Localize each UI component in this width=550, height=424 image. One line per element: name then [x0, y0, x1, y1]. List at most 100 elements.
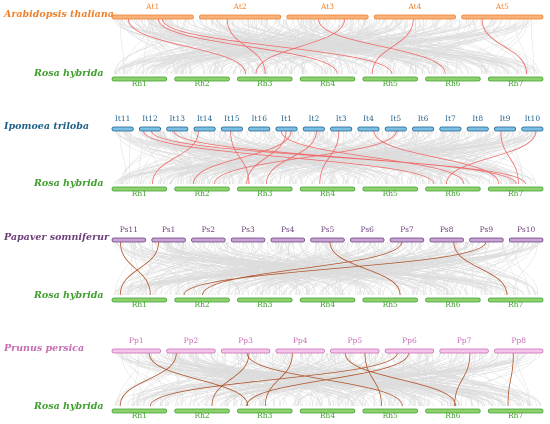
- chromosome-it8: [466, 126, 489, 132]
- bundle-link: [133, 352, 257, 407]
- chromosome-label-rh6: Rh6: [445, 189, 460, 198]
- bundle-link: [176, 352, 349, 407]
- bundle-link: [298, 352, 309, 407]
- bundle-link: [267, 352, 518, 407]
- chromosome-label-pp7: Pp7: [457, 336, 472, 345]
- bundle-link: [129, 352, 355, 407]
- bundle-link: [362, 18, 444, 75]
- bundle-link: [443, 241, 455, 296]
- bundle-link: [234, 241, 380, 296]
- bundle-link: [254, 130, 520, 185]
- bundle-link: [164, 18, 247, 75]
- bundle-link: [162, 18, 538, 75]
- bundle-link: [155, 18, 205, 75]
- chromosome-label-it16: It16: [251, 114, 267, 123]
- chromosome-rh7: [487, 297, 544, 303]
- bundle-link: [187, 241, 338, 296]
- chromosome-it5: [384, 126, 407, 132]
- bundle-link: [472, 18, 522, 75]
- chromosome-rh4: [299, 297, 356, 303]
- bundle-link: [350, 130, 513, 185]
- synteny-bundle: [114, 352, 542, 407]
- bundle-link: [263, 130, 302, 185]
- bundle-link: [253, 18, 333, 75]
- bundle-link: [473, 18, 540, 75]
- chromosome-label-ps1: Ps1: [162, 225, 175, 234]
- chromosome-label-rh4: Rh4: [320, 79, 335, 88]
- bundle-link: [404, 352, 459, 407]
- synteny-link: [507, 352, 514, 407]
- bundle-link: [159, 352, 199, 407]
- chromosome-rh2: [174, 76, 230, 82]
- bundle-link: [233, 352, 527, 407]
- chromosome-label-rh3: Rh3: [257, 411, 272, 420]
- bundle-link: [348, 241, 414, 296]
- bundle-link: [183, 241, 399, 296]
- panel-arabidopsis: At1 At2 At3 At4 At5 Rh1 Rh2 Rh3 Rh4 Rh5 Rh6 Rh7 Arab…: [3, 2, 544, 88]
- chromosome-rh4: [299, 186, 356, 192]
- bundle-link: [148, 18, 176, 75]
- bundle-link: [124, 241, 441, 296]
- bundle-link: [195, 352, 275, 407]
- chromosome-label-rh4: Rh4: [320, 411, 335, 420]
- bundle-link: [265, 130, 338, 185]
- bundle-link: [309, 352, 323, 407]
- chromosome-rh7: [487, 186, 544, 192]
- bundle-link: [478, 352, 499, 407]
- chromosome-label-it14: It14: [197, 114, 213, 123]
- bundle-link: [127, 130, 210, 185]
- bundle-link: [200, 18, 380, 75]
- chromosome-label-it15: It15: [224, 114, 240, 123]
- bundle-link: [217, 130, 378, 185]
- chromosome-label-pp4: Pp4: [293, 336, 308, 345]
- bundle-link: [239, 130, 323, 185]
- bundle-link: [501, 241, 539, 296]
- chromosome-rh4: [299, 408, 356, 414]
- synteny-link: [264, 352, 293, 407]
- bundle-link: [160, 130, 398, 185]
- bundle-link: [143, 352, 280, 407]
- bundle-link: [223, 130, 275, 185]
- bundle-link: [196, 130, 234, 185]
- bundle-link: [313, 130, 535, 185]
- chromosome-label-rh4: Rh4: [320, 300, 335, 309]
- bundle-link: [235, 130, 530, 185]
- chromosome-label-rh6: Rh6: [445, 79, 460, 88]
- chromosome-label-pp2: Pp2: [184, 336, 199, 345]
- bundle-link: [115, 18, 533, 75]
- synteny-link: [162, 18, 393, 75]
- chromosome-label-pp5: Pp5: [348, 336, 363, 345]
- bundle-link: [152, 18, 277, 75]
- chromosome-rh1: [111, 186, 168, 192]
- bundle-link: [357, 18, 505, 75]
- chromosome-ps9: [469, 237, 504, 243]
- bundle-link: [172, 352, 184, 407]
- bundle-link: [136, 352, 179, 407]
- species-label-rosa: Rosa hybrida: [33, 68, 104, 79]
- species-label-prunus: Prunus persica: [3, 343, 84, 354]
- chromosome-label-at2: At2: [233, 2, 247, 11]
- synteny-link: [364, 352, 382, 407]
- bundle-link: [151, 352, 167, 407]
- chromosome-label-ps4: Ps4: [281, 225, 295, 234]
- bundle-link: [455, 130, 502, 185]
- bundle-link: [285, 18, 333, 75]
- chromosome-label-ps10: Ps10: [517, 225, 535, 234]
- chromosome-label-rh2: Rh2: [194, 411, 209, 420]
- bundle-link: [382, 241, 518, 296]
- bundle-link: [170, 130, 192, 185]
- bundle-link: [297, 18, 500, 75]
- bundle-link: [188, 18, 213, 75]
- bundle-link: [355, 352, 419, 407]
- species-label-rosa: Rosa hybrida: [33, 290, 104, 301]
- synteny-link: [119, 352, 177, 407]
- chromosome-label-ps8: Ps8: [440, 225, 454, 234]
- bundle-link: [306, 241, 317, 296]
- bundle-link: [289, 18, 457, 75]
- chromosome-rh3: [237, 297, 293, 303]
- bundle-link: [267, 241, 277, 296]
- synteny-link: [202, 241, 402, 296]
- synteny-link: [211, 352, 250, 407]
- synteny-link: [158, 18, 338, 75]
- bundle-link: [227, 241, 231, 296]
